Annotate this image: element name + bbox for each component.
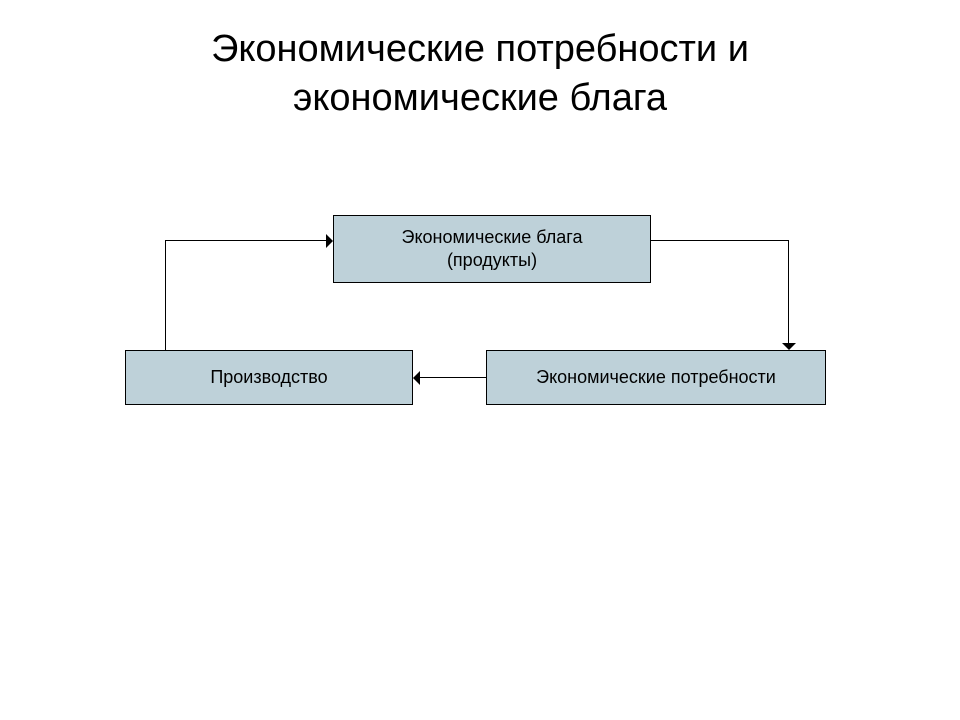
edge-production-to-goods-seg1 bbox=[165, 240, 166, 350]
arrowhead-goods-to-needs-icon bbox=[782, 343, 796, 350]
node-needs-label: Экономические потребности bbox=[536, 366, 776, 389]
node-production: Производство bbox=[125, 350, 413, 405]
arrowhead-needs-to-production-icon bbox=[413, 371, 420, 385]
edge-goods-to-needs-seg1 bbox=[651, 240, 788, 241]
node-production-label: Производство bbox=[210, 366, 327, 389]
node-economic-goods: Экономические блага (продукты) bbox=[333, 215, 651, 283]
flowchart-diagram: Экономические блага (продукты) Производс… bbox=[0, 0, 960, 720]
node-economic-needs: Экономические потребности bbox=[486, 350, 826, 405]
arrowhead-production-to-goods-icon bbox=[326, 234, 333, 248]
edge-goods-to-needs-seg2 bbox=[788, 240, 789, 343]
edge-production-to-goods-seg2 bbox=[165, 240, 326, 241]
node-goods-label-line1: Экономические блага bbox=[402, 227, 583, 247]
node-goods-label-line2: (продукты) bbox=[447, 250, 537, 270]
edge-needs-to-production-seg1 bbox=[420, 377, 486, 378]
